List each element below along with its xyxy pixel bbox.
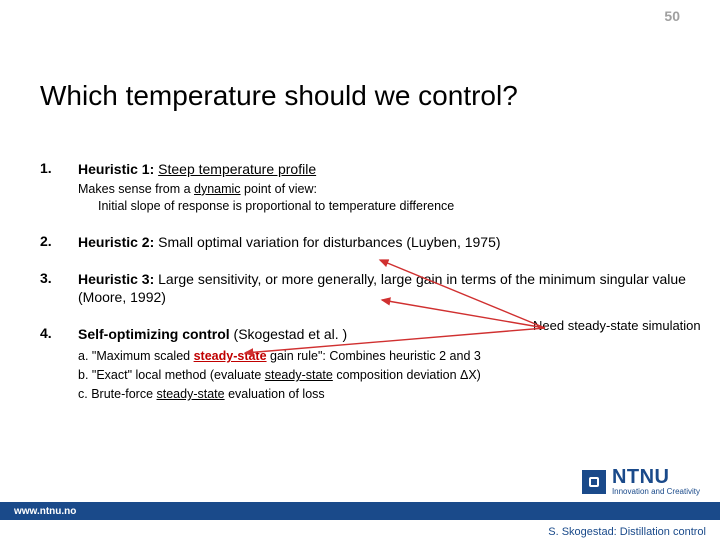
list-item-4: 4. Self-optimizing control (Skogestad et… (40, 325, 690, 405)
item-number: 4. (40, 325, 78, 341)
heuristic-label: Heuristic 1: (78, 161, 154, 177)
list-item-3: 3. Heuristic 3: Large sensitivity, or mo… (40, 270, 690, 308)
footer-url: www.ntnu.no (14, 506, 76, 517)
list-item-1: 1. Heuristic 1: Steep temperature profil… (40, 160, 690, 215)
content-list: 1. Heuristic 1: Steep temperature profil… (40, 160, 690, 423)
item-number: 3. (40, 270, 78, 286)
heuristic-label: Heuristic 2: (78, 234, 154, 250)
slide-title: Which temperature should we control? (40, 80, 518, 112)
footer-bar: www.ntnu.no (0, 502, 720, 520)
heuristic-label: Self-optimizing control (78, 326, 230, 342)
bg-dots-top (320, 0, 580, 65)
page-number: 50 (664, 8, 680, 24)
ntnu-logo: NTNU Innovation and Creativity (582, 467, 700, 496)
item-number: 2. (40, 233, 78, 249)
list-item-2: 2. Heuristic 2: Small optimal variation … (40, 233, 690, 252)
item-number: 1. (40, 160, 78, 176)
annotation-text: Need steady-state simulation (533, 318, 701, 333)
underlined-text: Steep temperature profile (158, 161, 316, 177)
ntnu-logo-icon (582, 470, 606, 494)
footer-note: S. Skogestad: Distillation control (548, 526, 706, 538)
logo-name: NTNU (612, 467, 700, 487)
logo-tagline: Innovation and Creativity (612, 488, 700, 496)
heuristic-label: Heuristic 3: (78, 271, 154, 287)
